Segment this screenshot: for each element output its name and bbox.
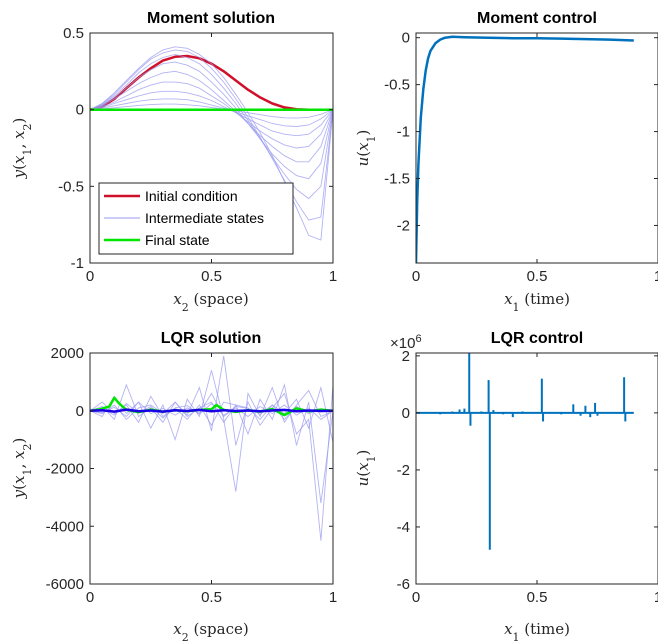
y-tick-label: 0 xyxy=(402,30,410,47)
y-tick-label: -2 xyxy=(397,462,410,479)
tick-labels: 0 0.5 1 -1 -0.5 0 0.5 xyxy=(58,25,337,285)
chart-title: Moment solution xyxy=(147,10,275,27)
intermediate-curve xyxy=(90,90,333,137)
y-tick-label: -0.5 xyxy=(384,77,410,94)
series-group xyxy=(90,355,333,541)
axes-frame xyxy=(415,352,658,585)
axis-scale-label: ×106 xyxy=(390,333,422,352)
intermediate-curve xyxy=(90,98,333,127)
y-tick-label: 0 xyxy=(76,403,84,420)
series-group xyxy=(416,35,634,263)
x-tick-label: 0 xyxy=(412,589,420,606)
tick-labels: 0 0.5 1 -2 -1.5 -1 -0.5 0 xyxy=(384,30,658,285)
panel-lqr-control: LQR control ×106 0 0.5 1 -6 -4 -2 0 2 x1 (time)… xyxy=(354,330,658,642)
y-axis-label: y(x1, x2) xyxy=(10,118,34,180)
y-axis-label: u(x1) xyxy=(354,450,378,487)
intermediate-curve xyxy=(90,103,333,119)
panel-moment-control: Moment control 0 0.5 1 -2 -1.5 -1 -0.5 0 x1 (ti… xyxy=(354,10,658,314)
x-tick-label: 0.5 xyxy=(201,268,222,285)
chart-title: LQR control xyxy=(491,330,583,347)
y-tick-label: -2000 xyxy=(46,461,84,478)
y-tick-label: 0 xyxy=(402,405,410,422)
legend-entry: Intermediate states xyxy=(145,210,264,226)
y-tick-label: 2 xyxy=(402,348,410,365)
x-tick-label: 0 xyxy=(412,268,420,285)
chart-title: Moment control xyxy=(477,10,597,27)
x-axis-label: x1 (time) xyxy=(504,290,570,314)
x-tick-label: 0 xyxy=(86,268,94,285)
x-tick-label: 1 xyxy=(329,589,337,606)
y-tick-label: -6000 xyxy=(46,576,84,593)
panel-lqr-solution: LQR solution 0 0.5 1 -6000 -4000 -2000 0 2000 x… xyxy=(10,330,337,642)
y-tick-label: -0.5 xyxy=(58,178,84,195)
series-line xyxy=(416,35,634,263)
axes-frame xyxy=(89,352,334,585)
intermediate-curve xyxy=(90,70,333,163)
x-axis-label: x1 (time) xyxy=(504,620,570,642)
legend-entry: Initial condition xyxy=(145,188,238,204)
y-tick-label: 0 xyxy=(76,102,84,119)
y-tick-label: -4000 xyxy=(46,518,84,535)
intermediate-curve xyxy=(90,385,333,443)
x-tick-label: 0 xyxy=(86,589,94,606)
x-tick-label: 0.5 xyxy=(527,589,548,606)
axes-frame xyxy=(415,32,658,264)
series-group xyxy=(90,46,333,241)
legend: Initial condition Intermediate states Fi… xyxy=(98,182,294,255)
y-axis-label: y(x1, x2) xyxy=(10,438,34,500)
intermediate-curve xyxy=(90,355,333,541)
x-tick-label: 1 xyxy=(654,268,658,285)
y-tick-label: -1 xyxy=(71,255,84,272)
chart-title: LQR solution xyxy=(161,330,261,347)
y-tick-label: -2 xyxy=(397,217,410,234)
y-tick-label: -4 xyxy=(397,519,410,536)
series-line xyxy=(90,408,333,413)
x-tick-label: 0.5 xyxy=(527,268,548,285)
x-tick-label: 0.5 xyxy=(201,589,222,606)
legend-entry: Final state xyxy=(145,232,210,248)
x-tick-label: 1 xyxy=(329,268,337,285)
intermediate-curve xyxy=(90,61,333,180)
y-tick-label: 2000 xyxy=(51,345,84,362)
x-axis-label: x2 (space) xyxy=(173,290,248,314)
y-axis-label: u(x1) xyxy=(354,130,378,167)
y-tick-label: -1 xyxy=(397,124,410,141)
series-group xyxy=(416,353,634,550)
y-tick-label: -1.5 xyxy=(384,171,410,188)
tick-labels: 0 0.5 1 -6 -4 -2 0 2 xyxy=(397,348,658,606)
intermediate-curve xyxy=(90,81,333,149)
panel-moment-solution: Moment solution 0 0.5 1 -1 -0.5 0 0.5 x2 (spac… xyxy=(10,10,337,314)
y-tick-label: 0.5 xyxy=(63,25,84,42)
x-axis-label: x2 (space) xyxy=(173,620,248,642)
y-tick-label: -6 xyxy=(397,576,410,593)
x-tick-label: 1 xyxy=(654,589,658,606)
tick-labels: 0 0.5 1 -6000 -4000 -2000 0 2000 xyxy=(46,345,338,606)
